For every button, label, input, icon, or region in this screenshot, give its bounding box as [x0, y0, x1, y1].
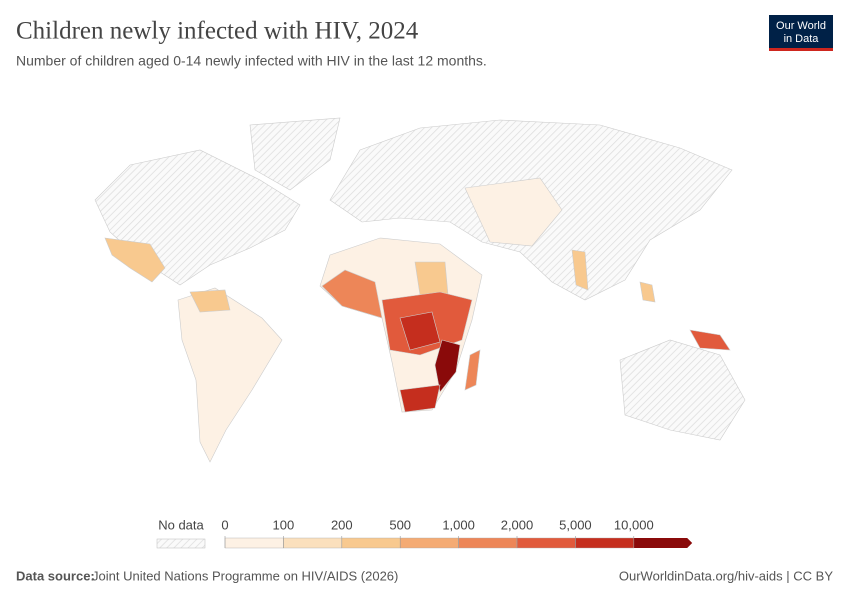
south-africa — [399, 384, 441, 413]
legend-tick-label: 100 — [273, 517, 295, 532]
legend-segment — [400, 537, 459, 549]
legend-tick-label: 5,000 — [559, 517, 592, 532]
west-africa — [321, 269, 383, 319]
congo — [399, 311, 441, 351]
papua-new-guinea — [689, 329, 731, 351]
logo[interactable]: Our World in Data — [769, 15, 833, 51]
philippines — [639, 281, 656, 303]
china — [464, 177, 563, 247]
sudan — [414, 261, 449, 296]
logo-bar — [769, 48, 833, 51]
logo-text: in Data — [784, 33, 820, 45]
legend-tick-label: 500 — [389, 517, 411, 532]
title: Children newly infected with HIV, 2024 — [16, 18, 419, 45]
myanmar — [571, 249, 589, 291]
legend-tick-label: 10,000 — [614, 517, 654, 532]
south-america — [177, 287, 283, 463]
legend-tick-label: 200 — [331, 517, 353, 532]
greenland — [249, 117, 341, 191]
venezuela — [189, 289, 231, 313]
legend-tick-label: 1,000 — [442, 517, 475, 532]
subtitle: Number of children aged 0-14 newly infec… — [16, 53, 487, 69]
legend-tick-label: 0 — [221, 517, 228, 532]
australia — [619, 339, 746, 441]
legend-segment — [516, 537, 576, 549]
legend: No data 0 100 200 500 1,000 2,000 5,000 10,000 — [156, 517, 693, 549]
legend-tick-label: 2,000 — [501, 517, 534, 532]
logo-box — [769, 15, 833, 50]
map — [94, 117, 746, 463]
logo-text: Our World — [776, 20, 826, 32]
url[interactable]: OurWorldinData.org/hiv-aids | CC BY — [619, 568, 833, 583]
no-data-swatch — [156, 538, 206, 549]
source-label: Data source: — [16, 568, 95, 583]
legend-segment — [458, 537, 518, 549]
legend-segment — [633, 538, 693, 548]
legend-segment — [341, 537, 401, 549]
legend-segment — [283, 537, 342, 549]
mozambique — [434, 339, 461, 393]
no-data-label: No data — [158, 517, 204, 532]
legend-segment — [575, 537, 635, 549]
legend-segment — [224, 537, 284, 549]
source: Joint United Nations Programme on HIV/AI… — [92, 568, 398, 583]
mexico — [104, 237, 166, 283]
madagascar — [464, 349, 481, 391]
